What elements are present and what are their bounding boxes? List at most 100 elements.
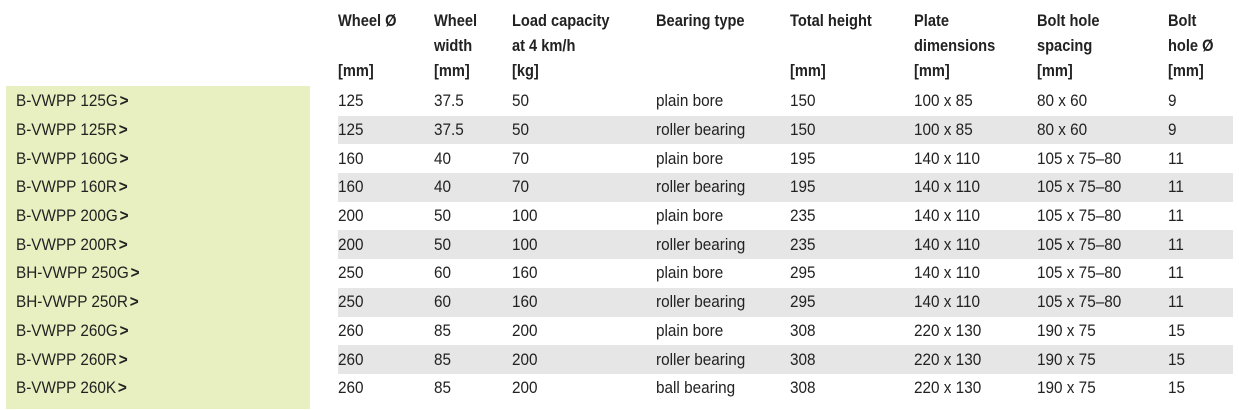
cell-plate-dimensions: 140 x 110: [914, 206, 981, 226]
product-link[interactable]: B-VWPP 260G >: [6, 317, 338, 346]
product-name[interactable]: BH-VWPP 250G: [16, 263, 129, 283]
chevron-right-icon[interactable]: >: [118, 349, 128, 369]
cell-wheel-width: 60: [434, 263, 452, 283]
header-bearing-type: Bearing type: [656, 11, 745, 30]
cell-total-height: 308: [790, 378, 816, 398]
cell-bolt-hole-diameter: 11: [1168, 263, 1184, 283]
chevron-right-icon[interactable]: >: [119, 320, 129, 340]
chevron-right-icon[interactable]: >: [129, 292, 139, 312]
cell-bearing-type: roller bearing: [656, 287, 790, 317]
cell-total-height: 295: [790, 263, 816, 283]
chevron-right-icon[interactable]: >: [117, 378, 127, 398]
cell-wheel-diameter: 260: [338, 378, 364, 398]
cell-wheel-width: 60: [434, 287, 512, 317]
cell-plate-dimensions: 220 x 130: [914, 345, 1037, 374]
cell-wheel-diameter: 200: [338, 230, 434, 260]
cell-wheel-width: 37.5: [434, 91, 464, 111]
table-row: B-VWPP 200R >200 50 100 roller bearing 235 140…: [6, 230, 1233, 260]
product-link[interactable]: B-VWPP 260R >: [6, 345, 338, 374]
product-link[interactable]: BH-VWPP 250R >: [6, 288, 338, 317]
cell-bolt-hole-spacing: 80 x 60: [1037, 115, 1168, 145]
product-name[interactable]: B-VWPP 125R: [16, 120, 117, 140]
cell-wheel-width: 40: [434, 173, 512, 202]
chevron-right-icon[interactable]: >: [119, 148, 129, 168]
cell-bearing-type: plain bore: [656, 320, 724, 340]
product-name[interactable]: B-VWPP 260R: [16, 349, 117, 369]
header-wheel-width: Wheel width [mm]: [434, 11, 478, 80]
cell-wheel-diameter: 200: [338, 206, 364, 226]
chevron-right-icon[interactable]: >: [118, 177, 128, 197]
cell-bolt-hole-spacing: 190 x 75: [1037, 378, 1096, 398]
cell-total-height: 195: [790, 173, 914, 202]
product-link[interactable]: B-VWPP 260K >: [6, 374, 338, 403]
product-link[interactable]: BH-VWPP 250G >: [6, 259, 338, 288]
cell-total-height: 295: [790, 287, 914, 317]
chevron-right-icon[interactable]: >: [130, 263, 140, 283]
table-row: B-VWPP 260G >260 85 200 plain bore 308 220 x 1…: [6, 317, 1233, 346]
cell-bolt-hole-diameter: 11: [1168, 230, 1233, 260]
cell-bolt-hole-spacing: 105 x 75–80: [1037, 263, 1122, 283]
cell-wheel-width: 37.5: [434, 115, 512, 145]
product-link[interactable]: B-VWPP 125G >: [6, 87, 338, 116]
product-name[interactable]: B-VWPP 200G: [16, 206, 118, 226]
product-link[interactable]: B-VWPP 200R >: [6, 230, 338, 259]
cell-load-capacity: 200: [512, 320, 538, 340]
cell-wheel-width: 50: [434, 230, 512, 260]
cell-plate-dimensions: 100 x 85: [914, 115, 1037, 145]
cell-wheel-diameter: 160: [338, 148, 364, 168]
product-name[interactable]: B-VWPP 260K: [16, 378, 117, 398]
cell-wheel-diameter: 260: [338, 320, 364, 340]
product-name[interactable]: B-VWPP 160R: [16, 177, 117, 197]
cell-load-capacity: 50: [512, 91, 530, 111]
cell-plate-dimensions: 140 x 110: [914, 173, 1037, 202]
cell-bolt-hole-diameter: 15: [1168, 345, 1233, 374]
product-name[interactable]: B-VWPP 160G: [16, 148, 118, 168]
product-name[interactable]: BH-VWPP 250R: [16, 292, 128, 312]
cell-load-capacity: 100: [512, 206, 538, 226]
chevron-right-icon[interactable]: >: [118, 234, 128, 254]
cell-total-height: 150: [790, 115, 914, 145]
chevron-right-icon[interactable]: >: [119, 91, 129, 111]
product-link[interactable]: B-VWPP 160R >: [6, 173, 338, 202]
table-row: BH-VWPP 250R >250 60 160 roller bearing 295 14…: [6, 287, 1233, 317]
table-row: BH-VWPP 250G >250 60 160 plain bore 295 140 x …: [6, 259, 1233, 288]
header-bolt-hole-spacing: Bolt hole spacing [mm]: [1037, 11, 1100, 80]
cell-load-capacity: 70: [512, 173, 656, 202]
cell-wheel-diameter: 250: [338, 263, 364, 283]
chevron-right-icon[interactable]: >: [118, 120, 128, 140]
cell-bolt-hole-spacing: 105 x 75–80: [1037, 148, 1122, 168]
product-name[interactable]: B-VWPP 260G: [16, 320, 118, 340]
table-row: B-VWPP 125G >125 37.5 50 plain bore 150 100 x …: [6, 87, 1233, 116]
cell-load-capacity: 70: [512, 148, 530, 168]
header-plate-dimensions: Plate dimensions [mm]: [914, 11, 996, 80]
cell-wheel-diameter: 260: [338, 345, 434, 374]
product-link[interactable]: B-VWPP 200G >: [6, 202, 338, 231]
product-name-column-background: [6, 86, 310, 409]
cell-bearing-type: plain bore: [656, 206, 724, 226]
cell-bolt-hole-diameter: 11: [1168, 173, 1233, 202]
cell-wheel-width: 50: [434, 206, 452, 226]
product-name[interactable]: B-VWPP 125G: [16, 91, 118, 111]
cell-bolt-hole-spacing: 80 x 60: [1037, 91, 1088, 111]
cell-total-height: 308: [790, 320, 816, 340]
chevron-right-icon[interactable]: >: [119, 206, 129, 226]
cell-plate-dimensions: 100 x 85: [914, 91, 973, 111]
cell-wheel-width: 85: [434, 345, 512, 374]
cell-plate-dimensions: 140 x 110: [914, 148, 981, 168]
cell-wheel-diameter: 250: [338, 287, 434, 317]
cell-bolt-hole-diameter: 9: [1168, 91, 1177, 111]
cell-load-capacity: 50: [512, 115, 656, 145]
cell-wheel-width: 85: [434, 378, 452, 398]
product-link[interactable]: B-VWPP 125R >: [6, 116, 338, 145]
cell-bearing-type: plain bore: [656, 263, 724, 283]
cell-load-capacity: 160: [512, 263, 538, 283]
cell-total-height: 195: [790, 148, 816, 168]
cell-bearing-type: plain bore: [656, 91, 724, 111]
header-total-height: Total height [mm]: [790, 11, 872, 80]
cell-bolt-hole-spacing: 190 x 75: [1037, 320, 1096, 340]
product-link[interactable]: B-VWPP 160G >: [6, 144, 338, 173]
cell-plate-dimensions: 220 x 130: [914, 378, 982, 398]
cell-total-height: 308: [790, 345, 914, 374]
product-name[interactable]: B-VWPP 200R: [16, 234, 117, 254]
cell-bearing-type: roller bearing: [656, 345, 790, 374]
